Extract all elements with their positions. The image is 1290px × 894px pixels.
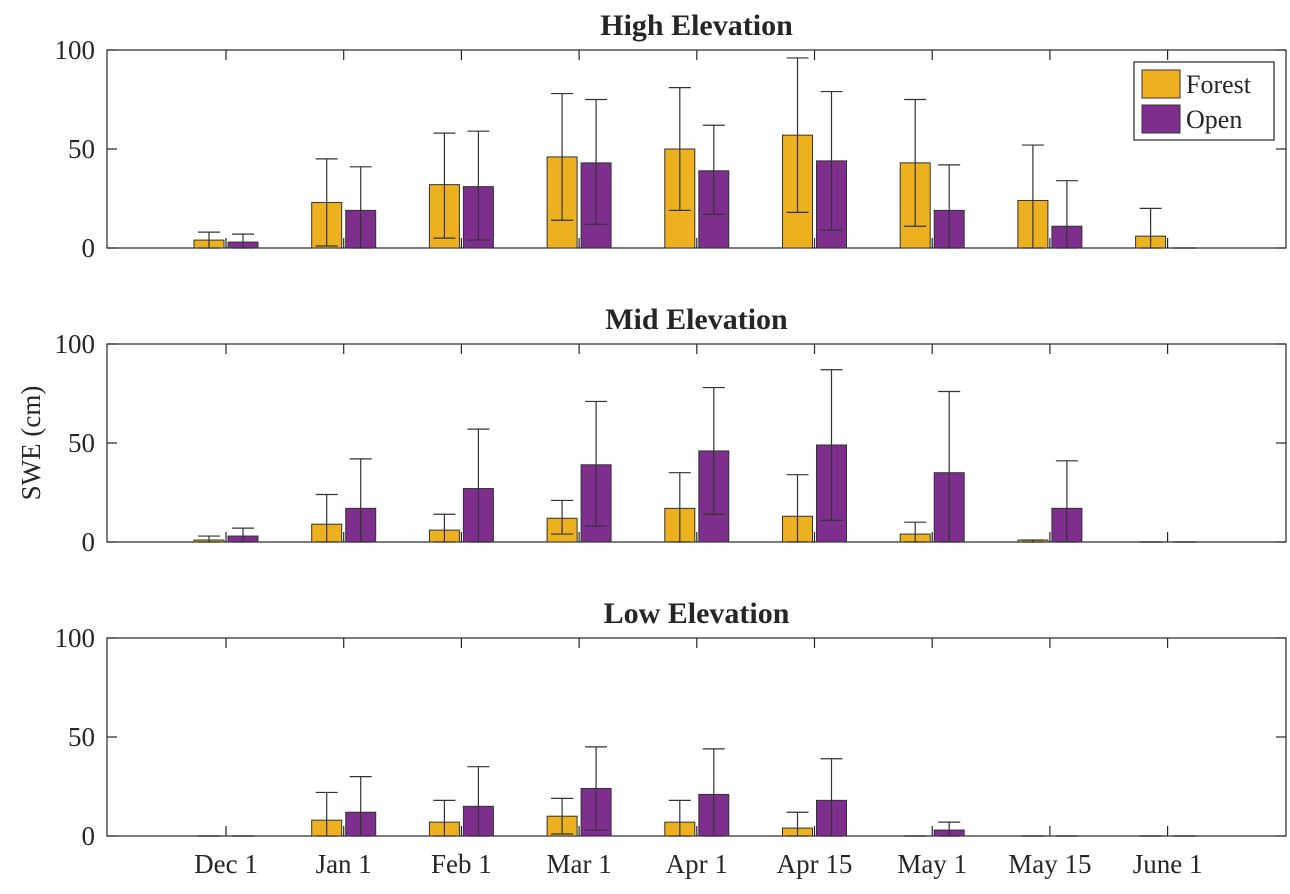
panel-2-ytick-label: 100 [55,329,96,359]
xtick-label: Jan 1 [316,849,372,879]
legend-label-open: Open [1186,105,1242,134]
panel-3-ytick-label: 50 [68,722,95,752]
xtick-label: Dec 1 [194,849,258,879]
panel-3-ytick-label: 0 [82,821,96,851]
xtick-label: May 1 [897,849,967,879]
y-axis-label: SWE (cm) [16,386,46,501]
panel-1-title: High Elevation [600,9,793,42]
xtick-label: June 1 [1133,849,1203,879]
panel-1-ytick-label: 100 [55,35,96,65]
panel-1-axes-box [106,49,1287,249]
legend-swatch-open [1141,104,1181,134]
legend-label-forest: Forest [1186,70,1252,99]
panel-1-ytick-label: 0 [82,233,96,263]
panel-3-axes-box [106,637,1287,837]
legend-swatch-forest [1141,69,1181,99]
panel-3-ytick-label: 100 [55,623,96,653]
xtick-label: Mar 1 [546,849,611,879]
panel-2-title: Mid Elevation [605,303,788,336]
panel-1-ytick-label: 50 [68,134,95,164]
panel-3-title: Low Elevation [604,597,790,630]
xtick-label: May 15 [1008,849,1091,879]
xtick-label: Apr 1 [666,849,728,879]
xtick-label: Apr 15 [777,849,853,879]
panel-2-ytick-label: 50 [68,428,95,458]
panel-2-ytick-label: 0 [82,527,96,557]
panel-2-axes-box [106,343,1287,543]
xtick-label: Feb 1 [431,849,492,879]
